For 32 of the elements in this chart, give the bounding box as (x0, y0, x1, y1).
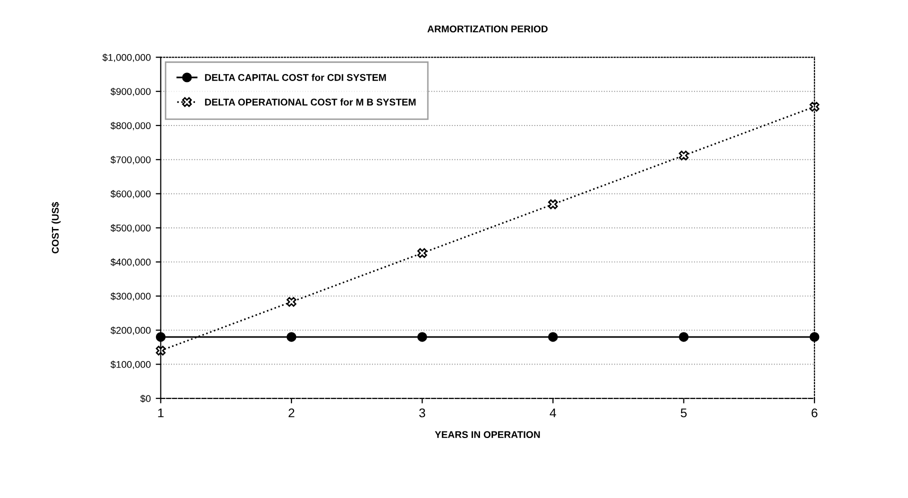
legend-label: DELTA OPERATIONAL COST for M B SYSTEM (205, 98, 416, 106)
y-tick-label: $700,000 (110, 156, 151, 164)
x-tick-label: 4 (550, 408, 556, 418)
y-tick-label: $900,000 (110, 88, 151, 96)
point (548, 199, 558, 210)
chart-title: ARMORTIZATION PERIOD (427, 25, 548, 32)
point (417, 332, 428, 342)
x-tick-label: 1 (158, 408, 164, 418)
x-tick-label: 6 (812, 408, 818, 418)
point (286, 332, 296, 342)
legend-label: DELTA CAPITAL COST for CDI SYSTEM (205, 74, 386, 81)
y-tick-label: $800,000 (110, 122, 151, 130)
point (810, 332, 820, 342)
x-tick-label: 2 (288, 408, 294, 418)
x-tick-label: 5 (680, 408, 687, 418)
y-tick-label: $100,000 (110, 360, 151, 370)
y-tick-label: $400,000 (110, 258, 151, 267)
y-axis-title: COST (US$ (51, 202, 61, 254)
y-tick-label: $200,000 (110, 326, 151, 335)
point (810, 102, 820, 112)
y-tick-label: $1,000,000 (102, 54, 151, 62)
point (678, 150, 689, 160)
point (678, 332, 689, 342)
point (548, 332, 558, 342)
point (417, 248, 428, 258)
y-tick-label: $600,000 (110, 190, 151, 198)
y-tick-label: $300,000 (110, 292, 151, 301)
x-tick-label: 3 (419, 408, 426, 418)
y-tick-label: $500,000 (110, 224, 151, 233)
point (286, 297, 296, 307)
x-axis-title: YEARS IN OPERATION (434, 431, 540, 438)
y-tick-label: $0 (140, 394, 151, 403)
